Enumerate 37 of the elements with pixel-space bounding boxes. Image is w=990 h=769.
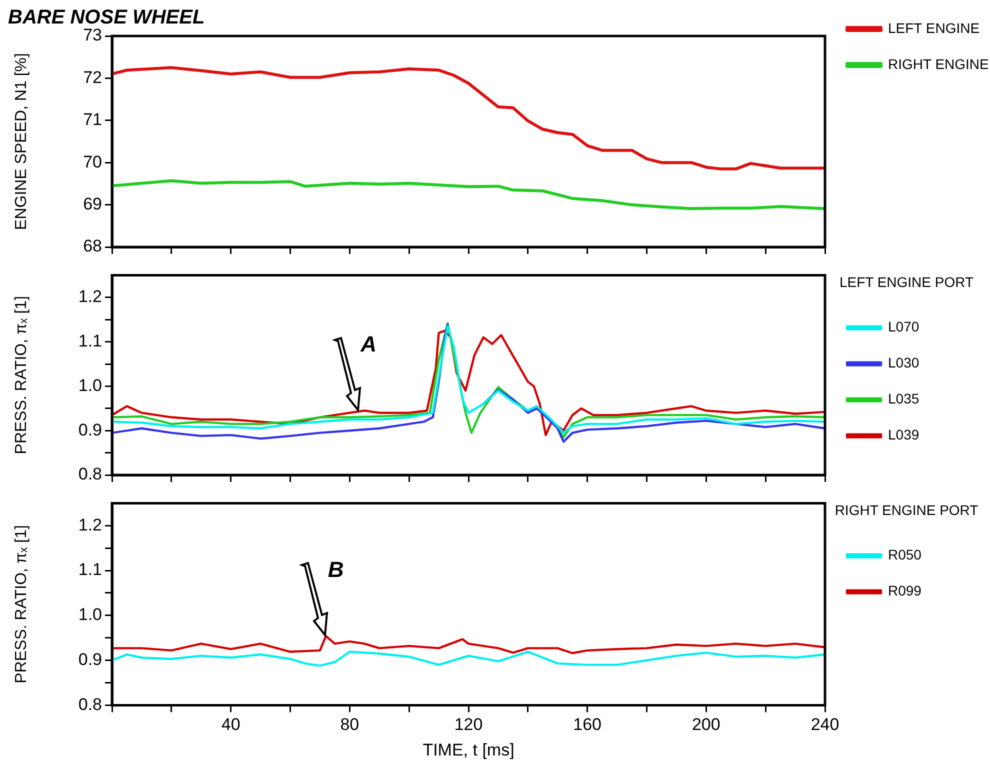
legend-label: L070 (888, 318, 920, 335)
legend-label: LEFT ENGINE (888, 20, 980, 36)
x-tick-label: 120 (454, 715, 483, 734)
y-axis-title: PRESS. RATIO, πₓ [1] (13, 525, 30, 684)
y-tick-label: 68 (83, 236, 102, 256)
legend-label: L035 (888, 390, 920, 407)
x-tick-label: 160 (573, 715, 602, 734)
x-tick-label: 80 (340, 715, 360, 734)
y-axis-title: PRESS. RATIO, πₓ [1] (13, 296, 30, 454)
y-tick-label: 0.8 (78, 694, 102, 714)
annotation: A (360, 332, 376, 357)
legend-title: RIGHT ENGINE PORT (834, 502, 979, 518)
y-tick-label: 1.2 (78, 287, 102, 306)
y-tick-label: 70 (83, 152, 102, 172)
y-tick-label: 1.0 (78, 376, 102, 395)
x-tick-label: 240 (810, 715, 840, 734)
legend-label: L030 (888, 354, 920, 371)
y-tick-label: 0.9 (78, 650, 102, 669)
y-tick-label: 0.8 (78, 464, 102, 484)
annotation: B (328, 557, 344, 582)
y-tick-label: 71 (83, 110, 102, 130)
y-tick-label: 1.0 (78, 605, 102, 624)
legend-label: L039 (888, 426, 920, 443)
y-tick-label: 69 (83, 194, 102, 214)
y-tick-label: 1.1 (78, 331, 102, 350)
y-tick-label: 72 (83, 68, 102, 87)
legend-label: R050 (888, 546, 922, 563)
y-tick-label: 1.2 (78, 515, 102, 534)
y-axis-title: ENGINE SPEED, N1 [%] (13, 53, 30, 230)
x-tick-label: 200 (692, 715, 720, 734)
x-axis-title: TIME, t [ms] (422, 740, 514, 760)
legend-label: R099 (888, 582, 922, 599)
legend-label: RIGHT ENGINE (888, 56, 989, 72)
legend-title: LEFT ENGINE PORT (839, 274, 974, 290)
y-tick-label: 1.1 (78, 560, 102, 580)
x-tick-label: 40 (221, 715, 240, 734)
y-tick-label: 0.9 (78, 420, 102, 440)
